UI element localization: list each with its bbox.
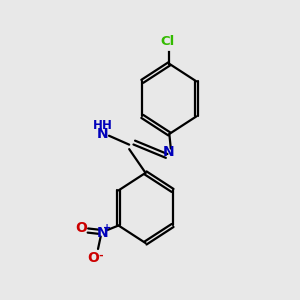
Text: Cl: Cl	[161, 35, 175, 48]
Text: N: N	[97, 127, 108, 141]
Text: H: H	[102, 119, 112, 132]
Text: O: O	[87, 251, 99, 265]
Text: N: N	[96, 226, 108, 240]
Text: O: O	[75, 221, 87, 235]
Text: -: -	[99, 251, 103, 261]
Text: H: H	[93, 119, 103, 132]
Text: +: +	[103, 223, 112, 232]
Text: N: N	[163, 146, 174, 159]
